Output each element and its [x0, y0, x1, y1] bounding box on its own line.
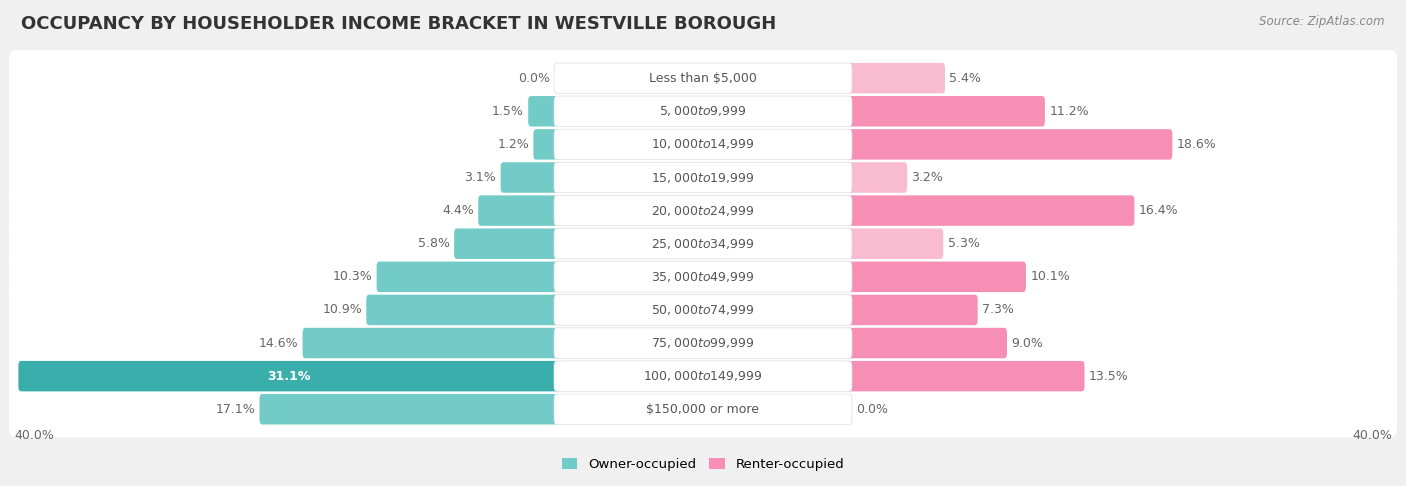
FancyBboxPatch shape	[501, 162, 560, 193]
FancyBboxPatch shape	[18, 361, 560, 391]
Text: $35,000 to $49,999: $35,000 to $49,999	[651, 270, 755, 284]
Text: 40.0%: 40.0%	[14, 429, 53, 442]
FancyBboxPatch shape	[846, 361, 1084, 391]
FancyBboxPatch shape	[377, 261, 560, 292]
FancyBboxPatch shape	[846, 129, 1173, 159]
Text: 1.2%: 1.2%	[498, 138, 529, 151]
Text: 5.3%: 5.3%	[948, 237, 980, 250]
Text: 9.0%: 9.0%	[1011, 336, 1043, 349]
Text: $100,000 to $149,999: $100,000 to $149,999	[644, 369, 762, 383]
Text: 3.2%: 3.2%	[911, 171, 943, 184]
FancyBboxPatch shape	[8, 117, 1398, 173]
Text: 5.4%: 5.4%	[949, 71, 981, 85]
Text: 16.4%: 16.4%	[1139, 204, 1178, 217]
FancyBboxPatch shape	[554, 261, 852, 292]
Text: 18.6%: 18.6%	[1177, 138, 1216, 151]
FancyBboxPatch shape	[8, 282, 1398, 338]
FancyBboxPatch shape	[8, 50, 1398, 106]
Text: Less than $5,000: Less than $5,000	[650, 71, 756, 85]
FancyBboxPatch shape	[8, 348, 1398, 404]
Text: 7.3%: 7.3%	[981, 303, 1014, 316]
FancyBboxPatch shape	[846, 96, 1045, 126]
FancyBboxPatch shape	[554, 162, 852, 193]
Text: 4.4%: 4.4%	[441, 204, 474, 217]
Text: OCCUPANCY BY HOUSEHOLDER INCOME BRACKET IN WESTVILLE BOROUGH: OCCUPANCY BY HOUSEHOLDER INCOME BRACKET …	[21, 15, 776, 33]
FancyBboxPatch shape	[8, 183, 1398, 239]
Text: 17.1%: 17.1%	[215, 403, 256, 416]
Text: 10.1%: 10.1%	[1031, 270, 1070, 283]
Text: $150,000 or more: $150,000 or more	[647, 403, 759, 416]
FancyBboxPatch shape	[8, 382, 1398, 437]
FancyBboxPatch shape	[454, 228, 560, 259]
Text: $25,000 to $34,999: $25,000 to $34,999	[651, 237, 755, 251]
Text: $75,000 to $99,999: $75,000 to $99,999	[651, 336, 755, 350]
Legend: Owner-occupied, Renter-occupied: Owner-occupied, Renter-occupied	[557, 453, 849, 476]
FancyBboxPatch shape	[554, 295, 852, 325]
FancyBboxPatch shape	[554, 361, 852, 391]
Text: $15,000 to $19,999: $15,000 to $19,999	[651, 171, 755, 185]
Text: 5.8%: 5.8%	[418, 237, 450, 250]
FancyBboxPatch shape	[260, 394, 560, 424]
FancyBboxPatch shape	[367, 295, 560, 325]
FancyBboxPatch shape	[478, 195, 560, 226]
FancyBboxPatch shape	[554, 328, 852, 358]
Text: 10.9%: 10.9%	[322, 303, 361, 316]
FancyBboxPatch shape	[846, 328, 1007, 358]
Text: 10.3%: 10.3%	[333, 270, 373, 283]
FancyBboxPatch shape	[554, 195, 852, 226]
FancyBboxPatch shape	[8, 249, 1398, 305]
Text: $10,000 to $14,999: $10,000 to $14,999	[651, 138, 755, 152]
FancyBboxPatch shape	[8, 84, 1398, 139]
Text: 0.0%: 0.0%	[517, 71, 550, 85]
FancyBboxPatch shape	[533, 129, 560, 159]
FancyBboxPatch shape	[554, 129, 852, 159]
Text: $20,000 to $24,999: $20,000 to $24,999	[651, 204, 755, 218]
Text: 1.5%: 1.5%	[492, 105, 524, 118]
Text: 13.5%: 13.5%	[1088, 370, 1129, 382]
FancyBboxPatch shape	[554, 63, 852, 93]
FancyBboxPatch shape	[529, 96, 560, 126]
Text: 31.1%: 31.1%	[267, 370, 311, 382]
Text: 3.1%: 3.1%	[464, 171, 496, 184]
FancyBboxPatch shape	[846, 228, 943, 259]
Text: Source: ZipAtlas.com: Source: ZipAtlas.com	[1260, 15, 1385, 28]
FancyBboxPatch shape	[846, 63, 945, 93]
Text: $50,000 to $74,999: $50,000 to $74,999	[651, 303, 755, 317]
Text: 11.2%: 11.2%	[1049, 105, 1088, 118]
FancyBboxPatch shape	[302, 328, 560, 358]
FancyBboxPatch shape	[846, 295, 977, 325]
Text: 14.6%: 14.6%	[259, 336, 298, 349]
FancyBboxPatch shape	[8, 216, 1398, 272]
FancyBboxPatch shape	[846, 261, 1026, 292]
Text: $5,000 to $9,999: $5,000 to $9,999	[659, 104, 747, 118]
Text: 0.0%: 0.0%	[856, 403, 889, 416]
FancyBboxPatch shape	[554, 394, 852, 424]
FancyBboxPatch shape	[846, 195, 1135, 226]
FancyBboxPatch shape	[8, 150, 1398, 206]
FancyBboxPatch shape	[554, 228, 852, 259]
FancyBboxPatch shape	[554, 96, 852, 126]
FancyBboxPatch shape	[846, 162, 907, 193]
FancyBboxPatch shape	[8, 315, 1398, 371]
Text: 40.0%: 40.0%	[1353, 429, 1392, 442]
